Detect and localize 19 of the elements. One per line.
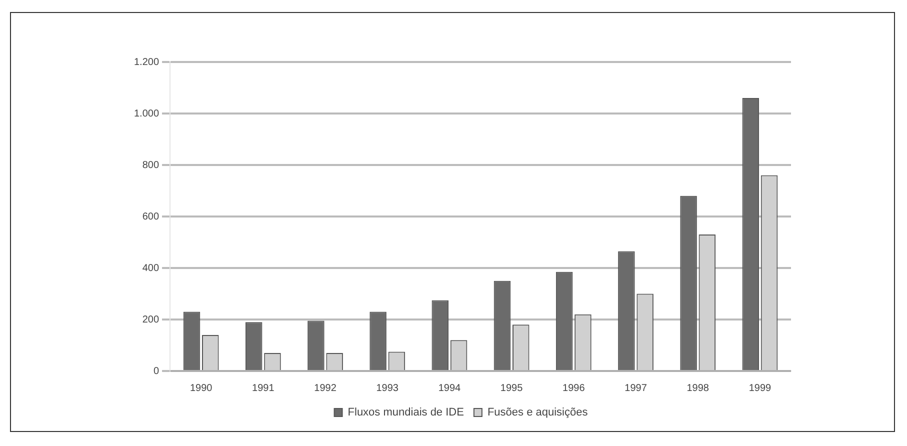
- x-tick-label: 1990: [190, 382, 213, 394]
- x-tick-label: 1998: [686, 382, 710, 394]
- y-tick-label: 200: [142, 314, 160, 326]
- x-tick-label: 1997: [624, 382, 648, 394]
- y-tick-label: 400: [142, 262, 160, 274]
- y-tick-label: 800: [142, 160, 160, 171]
- x-tick-label: 1991: [252, 382, 275, 394]
- x-tick-label: 1992: [314, 382, 337, 394]
- y-tick-label: 0: [153, 366, 160, 377]
- x-tick-label: 1999: [748, 382, 772, 394]
- legend-label: Fluxos mundiais de IDE: [348, 406, 464, 419]
- x-tick-label: 1996: [562, 382, 586, 394]
- x-tick-label: 1994: [438, 382, 462, 394]
- y-tick-label: 1.000: [134, 108, 160, 120]
- y-tick-label: 1.200: [134, 56, 160, 68]
- x-tick-label: 1995: [500, 382, 524, 394]
- x-tick-label: 1993: [376, 382, 399, 394]
- y-tick-label: 600: [142, 211, 160, 222]
- legend-label: Fusões e aquisições: [487, 406, 588, 419]
